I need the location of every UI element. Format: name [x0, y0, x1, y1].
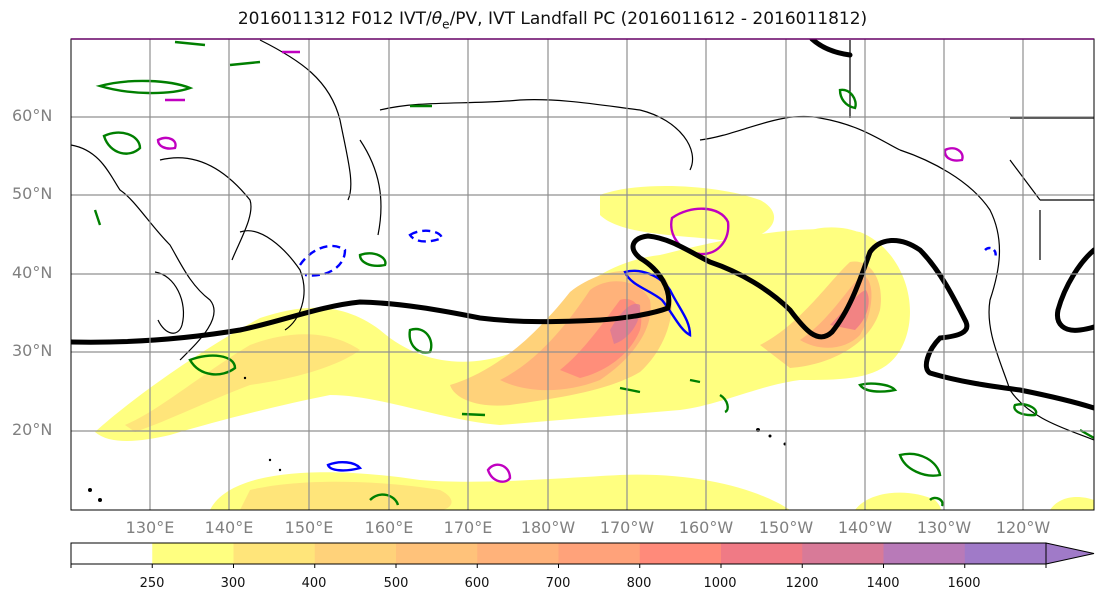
colorbar-segment	[802, 543, 884, 564]
colorbar-extend-arrow	[1045, 542, 1095, 565]
colorbar-segment	[396, 543, 478, 564]
lon-label-130e: 130°E	[125, 518, 175, 537]
lat-label-50: 50°N	[12, 184, 53, 203]
colorbar-label: 1400	[866, 576, 900, 591]
colorbar-segment	[721, 543, 803, 564]
colorbar-label: 1200	[785, 576, 819, 591]
lon-label-170e: 170°E	[443, 518, 493, 537]
lat-label-30: 30°N	[12, 341, 53, 360]
lon-label-130w: 130°W	[916, 518, 972, 537]
colorbar-label: 250	[139, 576, 165, 591]
lon-label-160e: 160°E	[364, 518, 414, 537]
colorbar-segment	[233, 543, 316, 564]
lon-label-170w: 170°W	[599, 518, 655, 537]
lat-label-60: 60°N	[12, 106, 53, 125]
colorbar-segment	[152, 543, 234, 564]
colorbar-segment	[883, 543, 966, 564]
colorbar-segment	[964, 543, 1047, 564]
colorbar-segment	[314, 543, 397, 564]
islands	[88, 376, 787, 502]
colorbar-segment	[639, 543, 722, 564]
colorbar-label: 400	[301, 576, 327, 591]
colorbar-label: 1600	[947, 576, 981, 591]
lon-label-180w: 180°W	[520, 518, 576, 537]
colorbar-segment	[558, 543, 641, 564]
colorbar-label: 600	[464, 576, 490, 591]
map-title: 2016011312 F012 IVT/θe/PV, IVT Landfall …	[237, 9, 868, 32]
colorbar-label: 800	[626, 576, 652, 591]
colorbar-label: 500	[383, 576, 409, 591]
landfall-pc-contour	[71, 39, 1094, 411]
colorbar-label: 1000	[703, 576, 737, 591]
colorbar-label: 700	[545, 576, 571, 591]
lon-label-150w: 150°W	[758, 518, 814, 537]
graticule	[71, 39, 1094, 510]
lon-label-150e: 150°E	[284, 518, 334, 537]
lon-label-160w: 160°W	[678, 518, 734, 537]
lon-label-140w: 140°W	[837, 518, 893, 537]
colorbar-label: 300	[220, 576, 246, 591]
lat-label-20: 20°N	[12, 420, 53, 439]
colorbar	[70, 542, 1095, 568]
lat-label-40: 40°N	[12, 263, 53, 282]
theta-e-contours	[93, 40, 1094, 507]
lon-label-120w: 120°W	[995, 518, 1051, 537]
colorbar-segment	[477, 543, 559, 564]
colorbar-segment	[71, 543, 153, 564]
lon-label-140e: 140°E	[204, 518, 254, 537]
